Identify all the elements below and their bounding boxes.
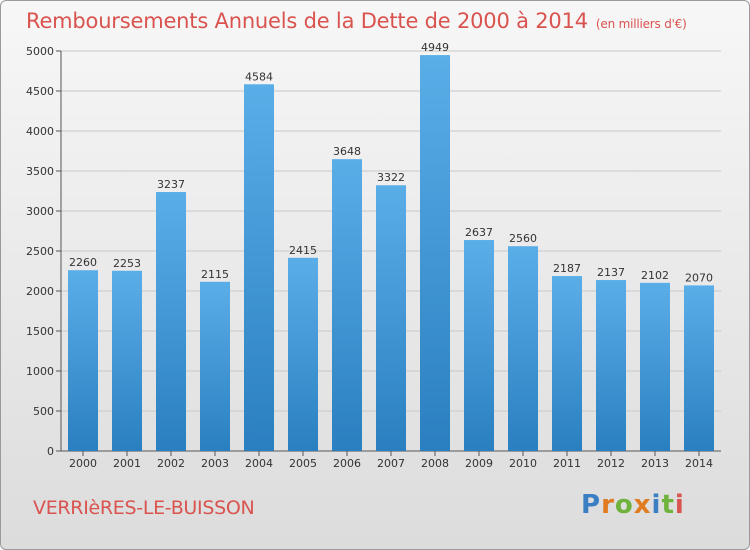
data-label: 2560: [509, 232, 537, 245]
title-text: Remboursements Annuels de la Dette de 20…: [26, 9, 588, 33]
title-unit: (en milliers d'€): [595, 17, 687, 31]
x-tick-label: 2000: [69, 457, 97, 470]
logo-letter: r: [601, 490, 615, 520]
bar: [508, 246, 538, 451]
bar: [200, 281, 230, 451]
y-tick-label: 1000: [26, 365, 54, 378]
logo-letter: P: [581, 490, 602, 520]
x-tick-label: 2002: [157, 457, 185, 470]
bar: [244, 84, 274, 451]
data-label: 3648: [333, 145, 361, 158]
bar: [112, 270, 142, 451]
bar: [156, 192, 186, 452]
bar: [596, 280, 626, 451]
bar: [684, 285, 714, 451]
x-tick-label: 2012: [597, 457, 625, 470]
data-label: 4584: [245, 70, 273, 83]
x-tick-label: 2008: [421, 457, 449, 470]
y-tick-label: 4000: [26, 125, 54, 138]
y-tick-label: 2500: [26, 245, 54, 258]
logo-letter: i: [674, 490, 685, 520]
x-tick-label: 2013: [641, 457, 669, 470]
data-label: 2102: [641, 269, 669, 282]
x-tick-label: 2001: [113, 457, 141, 470]
x-tick-label: 2003: [201, 457, 229, 470]
town-name: VERRIèRES-LE-BUISSON: [33, 497, 255, 519]
y-tick-label: 1500: [26, 325, 54, 338]
data-label: 3237: [157, 178, 185, 191]
chart-title: Remboursements Annuels de la Dette de 20…: [26, 9, 687, 33]
data-label: 2253: [113, 257, 141, 270]
bar: [376, 185, 406, 452]
x-tick-label: 2014: [685, 457, 713, 470]
x-tick-label: 2005: [289, 457, 317, 470]
y-tick-label: 3500: [26, 165, 54, 178]
x-tick-label: 2010: [509, 457, 537, 470]
bar: [68, 270, 98, 451]
data-label: 3322: [377, 171, 405, 184]
data-label: 2137: [597, 266, 625, 279]
data-label: 2070: [685, 271, 713, 284]
logo-letter: o: [614, 490, 634, 520]
data-label: 2115: [201, 268, 229, 281]
data-label: 2187: [553, 262, 581, 275]
y-tick-label: 3000: [26, 205, 54, 218]
data-label: 2415: [289, 244, 317, 257]
y-tick-label: 4500: [26, 85, 54, 98]
bar: [640, 282, 670, 451]
bar: [332, 159, 362, 451]
x-tick-label: 2009: [465, 457, 493, 470]
y-tick-label: 0: [47, 445, 54, 458]
data-label: 4949: [421, 41, 449, 54]
x-tick-label: 2007: [377, 457, 405, 470]
logo-letter: t: [661, 490, 675, 520]
x-tick-label: 2006: [333, 457, 361, 470]
logo-letter: x: [633, 490, 652, 520]
bar: [420, 55, 450, 452]
bar: [464, 240, 494, 451]
proxiti-logo[interactable]: Proxiti: [581, 490, 685, 520]
logo-letter: i: [651, 490, 662, 520]
bar: [288, 257, 318, 451]
data-label: 2260: [69, 256, 97, 269]
x-tick-label: 2004: [245, 457, 273, 470]
x-tick-label: 2011: [553, 457, 581, 470]
bar: [552, 276, 582, 451]
y-tick-label: 500: [33, 405, 54, 418]
data-label: 2637: [465, 226, 493, 239]
y-tick-label: 5000: [26, 45, 54, 58]
y-tick-label: 2000: [26, 285, 54, 298]
